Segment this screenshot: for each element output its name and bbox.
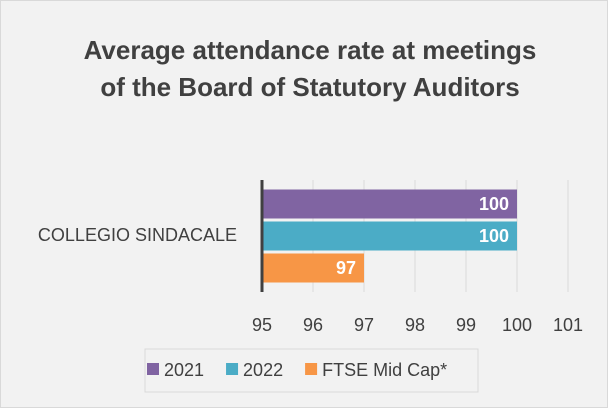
data-label: 97 bbox=[336, 258, 356, 278]
y-tick-label: COLLEGIO SINDACALE bbox=[38, 225, 237, 245]
x-tick-label: 95 bbox=[252, 315, 272, 335]
legend-label: 2021 bbox=[164, 360, 204, 380]
legend-label: 2022 bbox=[243, 360, 283, 380]
data-label: 100 bbox=[479, 226, 509, 246]
x-tick-label: 97 bbox=[354, 315, 374, 335]
bar bbox=[262, 253, 364, 283]
x-tick-label: 101 bbox=[553, 315, 583, 335]
legend-swatch bbox=[147, 363, 159, 375]
x-tick-label: 100 bbox=[502, 315, 532, 335]
x-tick-label: 99 bbox=[456, 315, 476, 335]
legend-label: FTSE Mid Cap* bbox=[322, 360, 447, 380]
legend-swatch bbox=[226, 363, 239, 375]
data-label: 100 bbox=[479, 194, 509, 214]
chart-title: Average attendance rate at meetings of t… bbox=[83, 35, 537, 102]
legend-swatch bbox=[305, 363, 318, 375]
x-tick-label: 98 bbox=[405, 315, 425, 335]
bar bbox=[262, 221, 517, 251]
x-tick-label: 96 bbox=[303, 315, 323, 335]
legend-box bbox=[144, 348, 479, 393]
bar bbox=[262, 189, 517, 219]
